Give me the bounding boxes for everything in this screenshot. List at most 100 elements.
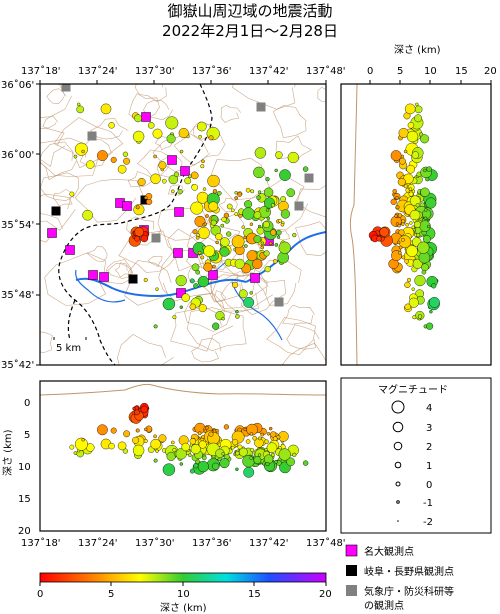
hypocenter-ns <box>404 258 410 264</box>
hypocenter-ns <box>405 222 409 227</box>
hypocenter-ns <box>398 245 403 250</box>
epicenter <box>201 159 205 164</box>
magnitude-legend: マグニチュード 4 3 2 1 0 -1 -2 <box>340 377 492 534</box>
epicenter <box>235 314 240 319</box>
depth-section-ns[interactable] <box>340 83 492 366</box>
map-panel[interactable]: 5 km <box>18 59 351 385</box>
epicenter <box>137 177 146 186</box>
hypocenter-ns <box>413 220 421 228</box>
lon-tick-label: 137˚18' <box>21 65 61 77</box>
epicenter <box>189 303 197 310</box>
hypocenter-ns <box>414 105 423 114</box>
mag-label: 2 <box>426 442 432 453</box>
epicenter <box>108 122 115 129</box>
epicenter <box>280 209 291 219</box>
hypocenter-ns <box>412 218 417 223</box>
hypocenter-ew <box>208 431 214 437</box>
hypocenter-ew <box>188 453 192 458</box>
epicenter <box>143 278 148 283</box>
hypocenter-ew <box>221 452 225 456</box>
epicenter <box>253 235 262 243</box>
hypocenter-ew <box>172 448 177 453</box>
epicenter <box>178 127 189 138</box>
epicenter <box>226 231 232 237</box>
epicenter <box>219 246 230 257</box>
lon-tick-label: 137˚30' <box>135 537 175 549</box>
hypocenter-ew <box>97 424 108 436</box>
hypocenter-ew <box>132 406 136 411</box>
station-legend-label: 気象庁・防災科研等 <box>364 585 454 598</box>
epicenter <box>212 322 220 330</box>
hypocenter-ns <box>401 222 405 226</box>
hypocenter-ns <box>427 224 431 229</box>
hypocenter-ns <box>390 198 397 205</box>
epicenter <box>198 304 207 313</box>
hypocenter-ew <box>74 437 88 451</box>
ns-depth-tick: 0 <box>367 66 373 77</box>
ns-depth-tick: 15 <box>455 66 468 77</box>
nagoya-univ-station <box>99 272 109 282</box>
epicenter <box>208 201 219 212</box>
epicenter <box>216 190 222 196</box>
epicenter <box>249 291 253 295</box>
lat-tick-label: 35˚54' <box>1 219 34 231</box>
colorbar-tick: 0 <box>37 589 43 600</box>
epicenter <box>203 262 213 272</box>
epicenter <box>238 289 248 299</box>
epicenter <box>242 207 255 220</box>
hypocenter-ew <box>69 444 75 450</box>
epicenter <box>280 222 285 227</box>
nagoya-univ-station <box>176 288 186 298</box>
epicenter <box>195 269 200 275</box>
epicenter <box>254 147 267 159</box>
contour-line <box>168 184 185 196</box>
epicenter <box>226 203 233 210</box>
colorbar-axis-label: 深さ (km) <box>160 602 207 614</box>
epicenter <box>168 174 179 185</box>
jma-nied-station <box>61 84 71 92</box>
epicenter <box>110 156 117 163</box>
colorbar-tick: 15 <box>248 589 261 600</box>
epicenter <box>190 171 199 180</box>
epicenter <box>152 128 163 139</box>
epicenter <box>162 297 176 311</box>
jma-nied-station-swatch <box>346 585 357 596</box>
epicenter <box>150 173 161 185</box>
epicenter <box>165 116 179 130</box>
contour-line <box>256 259 302 306</box>
contour-line <box>317 86 326 103</box>
epicenter <box>269 241 273 246</box>
epicenter <box>277 251 290 264</box>
river-lines <box>75 231 326 341</box>
hypocenter-ew <box>249 432 254 436</box>
lat-tick-label: 36˚06' <box>1 79 34 91</box>
epicenter <box>153 324 158 329</box>
ew-hypocenters <box>69 402 309 478</box>
epicenter <box>231 235 245 249</box>
epicenter <box>161 178 167 184</box>
contour-line <box>137 149 172 176</box>
hypocenter-ns <box>395 196 399 200</box>
hypocenter-ns <box>397 177 406 186</box>
hypocenter-ew <box>230 445 235 450</box>
hypocenter-ew <box>162 463 176 476</box>
hypocenter-ew <box>215 428 219 433</box>
hypocenter-ew <box>117 441 127 451</box>
nagoya-univ-station <box>250 273 260 283</box>
lat-tick-label: 36˚00' <box>1 149 34 161</box>
epicenter <box>134 227 144 237</box>
colorbar-tick: 10 <box>177 589 190 600</box>
hypocenter-ew <box>132 436 140 444</box>
hypocenter-ns <box>398 229 405 236</box>
nagoya-univ-station <box>208 270 218 280</box>
mag-label: 4 <box>426 403 432 414</box>
epicenter <box>221 317 225 321</box>
hypocenter-ew <box>257 436 262 441</box>
contour-line <box>143 99 173 121</box>
depth-section-ew[interactable] <box>39 380 327 532</box>
mag-label: 0 <box>426 480 432 491</box>
contour-line <box>266 317 316 355</box>
hypocenter-ns <box>397 223 401 228</box>
hypocenter-ew <box>179 462 184 466</box>
hypocenter-ew <box>257 453 262 457</box>
